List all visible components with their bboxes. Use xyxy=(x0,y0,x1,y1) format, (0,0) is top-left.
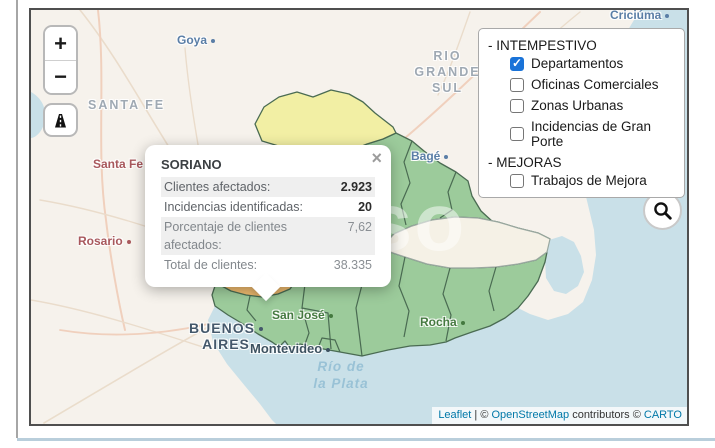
map-attribution: Leaflet | © OpenStreetMap contributors ©… xyxy=(432,407,687,424)
roads-toggle-button[interactable] xyxy=(43,103,78,137)
map-label-bage: Bagé xyxy=(411,149,449,163)
popup-row-clientes-afectados: Clientes afectados: 2.923 xyxy=(161,177,375,197)
map-label-santa-fe-city: Santa Fe xyxy=(93,157,144,171)
city-dot xyxy=(211,38,216,43)
leaflet-link[interactable]: Leaflet xyxy=(438,409,472,421)
map-label-montevideo: Montevideo xyxy=(250,341,331,356)
map-label-rio-grande-sul: RIO GRANDE SUL xyxy=(414,49,481,95)
checkbox-zonas-urbanas[interactable] xyxy=(510,98,524,113)
dept-central-no-data[interactable] xyxy=(381,216,551,269)
openstreetmap-link[interactable]: OpenStreetMap xyxy=(491,409,570,421)
popup-row-porcentaje: Porcentaje de clientes afectados: 7,62 xyxy=(161,217,375,255)
popup-row-incidencias: Incidencias identificadas: 20 xyxy=(161,197,375,217)
zoom-in-button[interactable]: + xyxy=(45,27,76,60)
map-container[interactable]: Criciúma SANTA FE Santa Fe Rosario Goya … xyxy=(29,8,689,426)
popup-row-label: Total de clientes: xyxy=(164,258,258,272)
city-dot xyxy=(460,320,465,325)
ocean-rio-de-la-plata xyxy=(208,10,687,424)
filter-group-intempestivo: - INTEMPESTIVO xyxy=(488,38,597,53)
filter-item-oficinas-comerciales[interactable]: Oficinas Comerciales xyxy=(510,77,676,92)
city-dot xyxy=(326,347,331,352)
filter-item-incidencias-gran-porte[interactable]: Incidencias de Gran Porte xyxy=(510,119,676,149)
search-icon xyxy=(653,201,672,220)
dept-artigas[interactable] xyxy=(254,89,397,151)
popup-row-label: Clientes afectados: xyxy=(164,180,271,194)
zoom-out-button[interactable]: − xyxy=(45,60,76,93)
city-dot xyxy=(444,154,449,159)
popup-row-total-clientes: Total de clientes: 38.335 xyxy=(161,255,375,275)
water-layer xyxy=(31,10,687,424)
filter-item-label: Oficinas Comerciales xyxy=(531,77,659,92)
popup-row-label: Incidencias identificadas: xyxy=(164,200,303,214)
left-divider xyxy=(16,0,18,438)
popup-row-label: Porcentaje de clientes afectados: xyxy=(164,220,287,252)
popup-row-value: 38.335 xyxy=(333,258,372,272)
popup-close-icon[interactable]: × xyxy=(371,148,382,168)
map-label-goya: Goya xyxy=(177,33,216,47)
map-label-rocha: Rocha xyxy=(420,315,465,329)
filter-item-zonas-urbanas[interactable]: Zonas Urbanas xyxy=(510,98,676,113)
parana-river xyxy=(31,92,46,138)
map-label-buenos-aires: BUENOS AIRES xyxy=(181,320,271,352)
checkbox-oficinas-comerciales[interactable] xyxy=(510,77,524,92)
bottom-divider xyxy=(17,438,715,441)
map-label-rio-de-la-plata: Río de la Plata xyxy=(313,359,369,391)
city-dot xyxy=(126,239,131,244)
city-dot xyxy=(328,313,333,318)
popup-row-value: 7,62 xyxy=(347,220,372,234)
layers-filter-panel: - INTEMPESTIVO Departamentos Oficinas Co… xyxy=(478,28,685,198)
road-icon xyxy=(55,113,66,127)
map-label-criciuma: Criciúma xyxy=(610,10,670,22)
popup-row-value: 2.923 xyxy=(340,180,372,194)
filter-item-label: Departamentos xyxy=(531,56,624,71)
filter-item-label: Trabajos de Mejora xyxy=(531,173,647,188)
laguna-merin xyxy=(545,236,584,294)
carto-link[interactable]: CARTO xyxy=(643,409,682,421)
city-dot xyxy=(665,13,670,18)
checkbox-trabajos-de-mejora[interactable] xyxy=(510,173,524,188)
filter-group-mejoras: - MEJORAS xyxy=(488,155,562,170)
filter-item-trabajos-de-mejora[interactable]: Trabajos de Mejora xyxy=(510,173,676,188)
map-label-san-jose: San José xyxy=(272,308,333,322)
checkbox-departamentos[interactable] xyxy=(510,56,524,71)
soriano-popup: × SORIANO Clientes afectados: 2.923 Inci… xyxy=(145,145,391,302)
attribution-contributors: contributors © xyxy=(569,409,644,421)
attribution-separator: | © xyxy=(471,409,492,421)
filter-item-departamentos[interactable]: Departamentos xyxy=(510,56,676,71)
map-label-santa-fe-region: SANTA FE xyxy=(88,98,166,112)
checkbox-incidencias-gran-porte[interactable] xyxy=(510,127,524,141)
city-dot xyxy=(258,327,263,332)
zoom-control: + − xyxy=(43,25,78,95)
popup-row-value: 20 xyxy=(358,200,372,214)
filter-item-label: Zonas Urbanas xyxy=(531,98,624,113)
map-label-rosario: Rosario xyxy=(78,234,131,248)
filter-item-label: Incidencias de Gran Porte xyxy=(531,119,652,149)
popup-title: SORIANO xyxy=(161,157,222,172)
